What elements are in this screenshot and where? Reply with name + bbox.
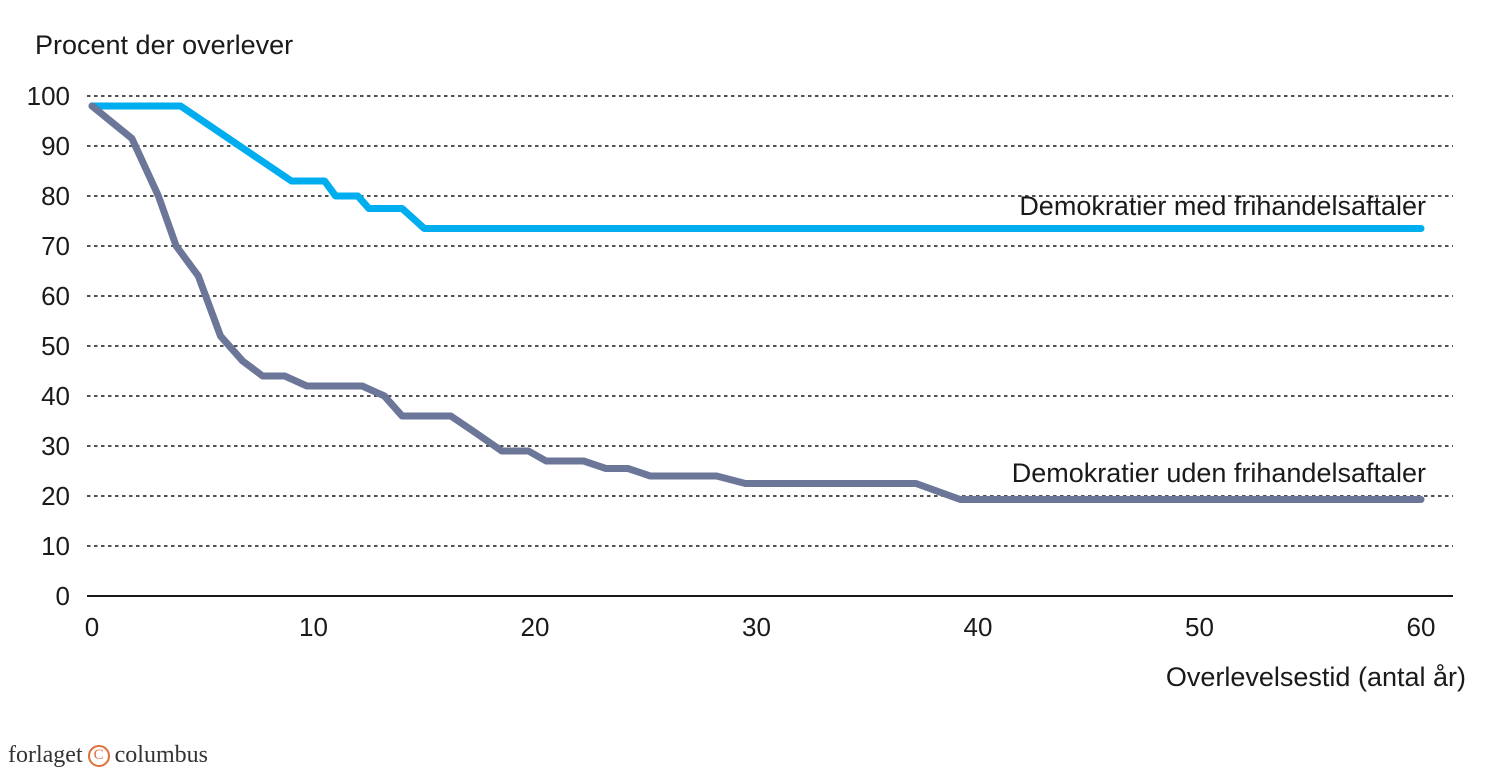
copyright-mark-icon: C: [87, 744, 110, 767]
x-tick-label: 10: [299, 612, 328, 642]
x-tick-label: 40: [964, 612, 993, 642]
series-lines: [88, 102, 1425, 503]
series-line-0: [88, 102, 1425, 232]
y-tick-label: 50: [41, 331, 70, 361]
y-tick-label: 0: [56, 581, 70, 611]
y-tick-label: 40: [41, 381, 70, 411]
x-tick-label: 0: [85, 612, 99, 642]
y-tick-labels: 0 10 20 30 40 50 60 70 80 90 100: [27, 81, 70, 611]
x-tick-labels: 0 10 20 30 40 50 60: [85, 612, 1436, 642]
y-axis-label: Procent der overlever: [35, 30, 293, 60]
series-line-1: [88, 102, 1425, 503]
series-label-med-frihandel: Demokratier med frihandelsaftaler: [1019, 191, 1426, 221]
series-label-uden-frihandel: Demokratier uden frihandelsaftaler: [1012, 458, 1426, 488]
y-tick-label: 10: [41, 531, 70, 561]
y-tick-label: 90: [41, 131, 70, 161]
x-tick-label: 30: [742, 612, 771, 642]
y-tick-label: 30: [41, 431, 70, 461]
y-tick-label: 80: [41, 181, 70, 211]
publisher-name: columbus: [114, 742, 208, 768]
x-axis-label: Overlevelsestid (antal år): [1166, 662, 1466, 692]
y-tick-label: 60: [41, 281, 70, 311]
x-tick-label: 50: [1185, 612, 1214, 642]
y-tick-label: 70: [41, 231, 70, 261]
publisher-prefix: forlaget: [8, 742, 83, 768]
y-tick-label: 100: [27, 81, 70, 111]
survival-chart: Procent der overlever 0 10 20 30 40 50 60 70 80 9…: [27, 30, 1466, 692]
publisher-logo: forlaget C columbus: [8, 742, 208, 769]
y-tick-label: 20: [41, 481, 70, 511]
x-tick-label: 60: [1407, 612, 1436, 642]
x-tick-label: 20: [521, 612, 550, 642]
